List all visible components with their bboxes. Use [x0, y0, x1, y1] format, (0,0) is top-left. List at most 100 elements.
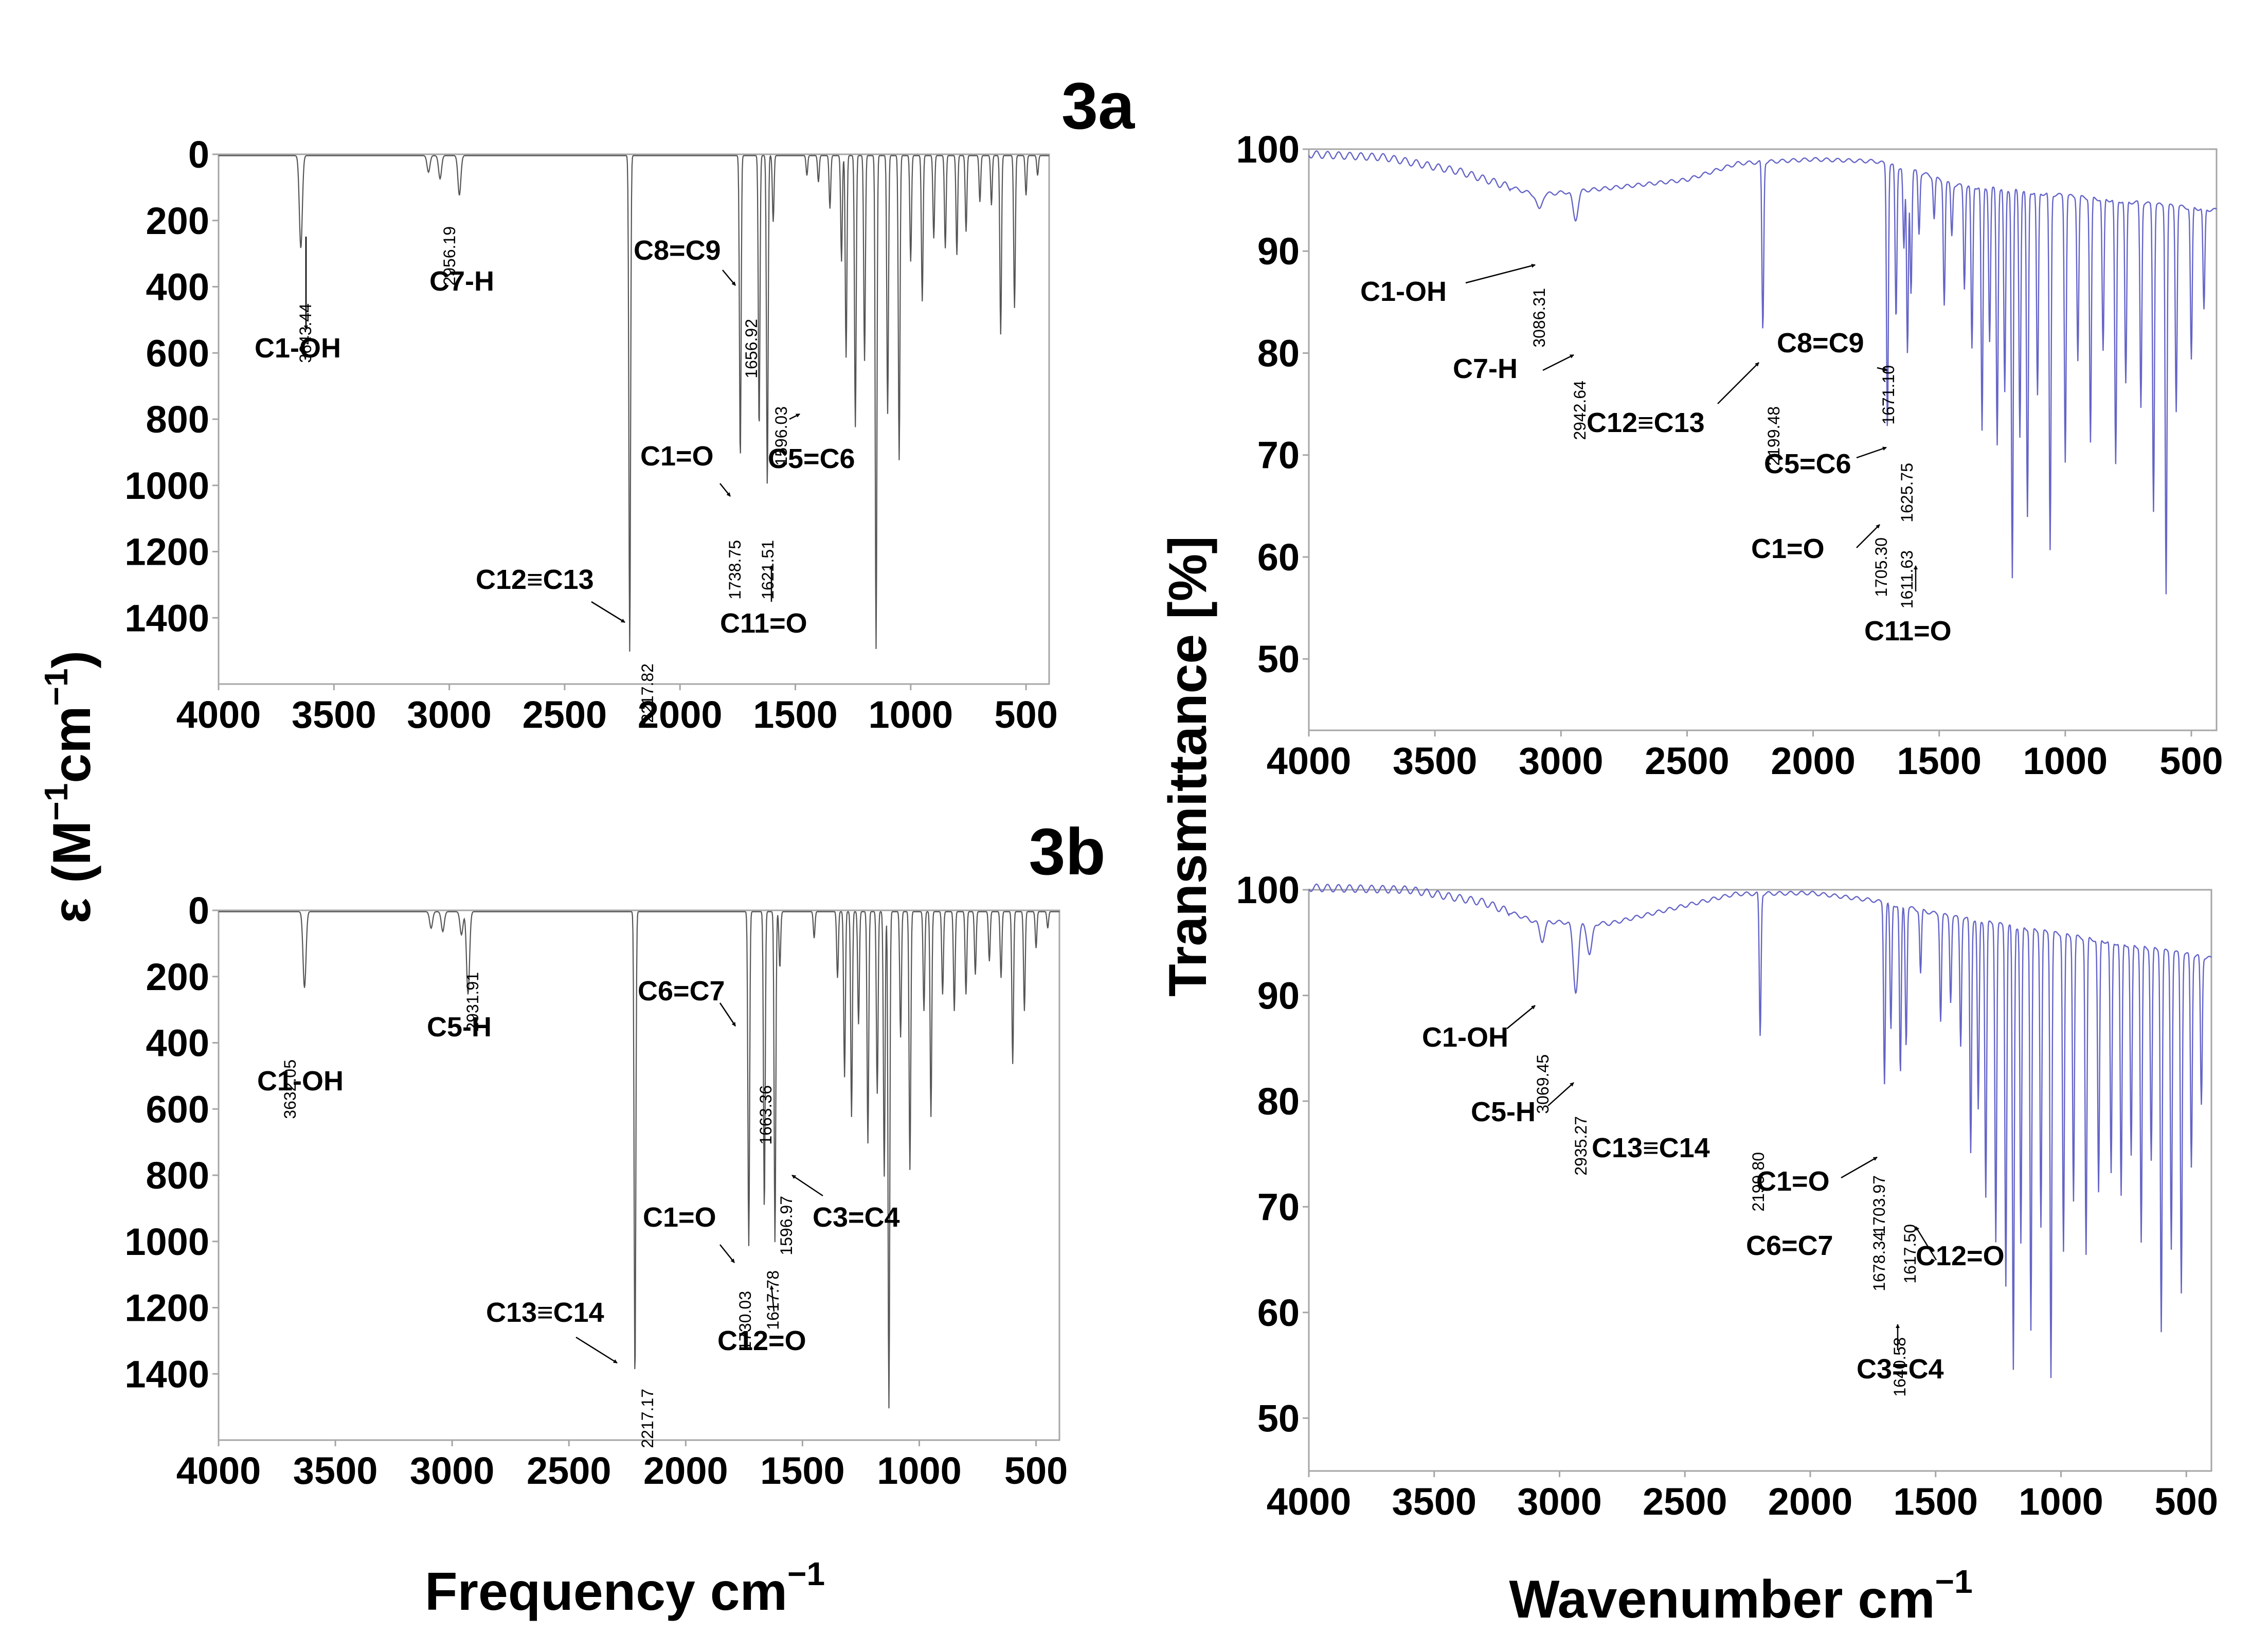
x-tick-label: 2500: [523, 693, 607, 736]
peak-wavenumber: 1625.75: [1898, 463, 1916, 523]
band-label: C8=C9: [634, 235, 721, 266]
peak-wavenumber: 1738.75: [726, 540, 744, 600]
left-y-axis-label: ε (M−1cm−1): [38, 651, 102, 923]
band-label: C13≡C14: [486, 1297, 604, 1328]
band-label: C1=O: [643, 1202, 716, 1233]
panel-title-3a-calc: 3a: [1061, 69, 1135, 143]
annotation-arrow: [1465, 263, 1536, 284]
y-tick-label: 1400: [124, 597, 209, 639]
spectrum-line: [1308, 883, 2212, 1378]
y-tick-label: 1200: [124, 531, 209, 573]
peak-wavenumber: 2217.82: [638, 663, 657, 723]
band-label: C1=O: [1751, 533, 1825, 564]
peak-wavenumber: 1611.63: [1898, 550, 1916, 608]
annotation-arrow: [722, 270, 736, 286]
x-tick-label: 3500: [1392, 1480, 1476, 1523]
band-label: C6=C7: [638, 976, 725, 1007]
y-tick-label: 100: [1236, 869, 1300, 911]
x-tick-label: 500: [2155, 1480, 2218, 1523]
band-label: C6=C7: [1746, 1230, 1833, 1261]
band-label: C3=C4: [813, 1202, 900, 1233]
right-x-axis-label: Wavenumber cm−1: [1509, 1563, 1972, 1629]
peak-wavenumber: 1678.34: [1870, 1232, 1888, 1291]
x-tick-label: 2500: [527, 1449, 611, 1492]
band-label: C7-H: [429, 266, 494, 297]
y-tick-label: 1000: [124, 464, 209, 507]
peak-wavenumber: 1596.03: [772, 406, 790, 466]
band-label: C5=C6: [1764, 448, 1851, 479]
y-tick-label: 1400: [124, 1353, 209, 1395]
x-tick-label: 1000: [2019, 1480, 2103, 1523]
x-tick-label: 4000: [176, 1449, 261, 1492]
x-tick-label: 3000: [1519, 740, 1604, 782]
right-y-axis-label: Transmittance [%]: [1158, 536, 1218, 997]
x-tick-label: 2000: [1771, 740, 1856, 782]
peak-wavenumber: 1730.03: [736, 1291, 754, 1351]
peak-wavenumber: 2931.91: [463, 972, 482, 1032]
x-tick-label: 2500: [1645, 740, 1730, 782]
band-label: C1-OH: [1422, 1022, 1508, 1053]
annotation-arrow: [719, 1002, 736, 1027]
x-tick-label: 500: [994, 693, 1057, 736]
annotation-arrow: [1542, 354, 1574, 371]
x-tick-label: 1500: [1893, 1480, 1978, 1523]
y-tick-label: 100: [1236, 128, 1300, 171]
band-label: C11=O: [720, 608, 807, 639]
peak-wavenumber: 2942.64: [1571, 381, 1589, 440]
x-tick-label: 3500: [1393, 740, 1478, 782]
y-tick-label: 1200: [124, 1287, 209, 1330]
plot-frame: [1308, 889, 2212, 1472]
y-tick-label: 60: [1257, 536, 1300, 579]
chart-3a-exp: 50 60 70 80 90 100 4000 3500 3000 2500 2000 1500 100…: [1236, 128, 2223, 782]
peak-wavenumber: 3069.45: [1534, 1054, 1552, 1114]
y-tick-label: 600: [146, 332, 209, 374]
annotation-arrow: [789, 413, 800, 420]
peak-wavenumber: 1663.36: [757, 1085, 775, 1145]
spectrum-line: [1308, 150, 2217, 595]
chart-3b-calc: 3b 0 200 400 600 800 1000 1200 1400 4000 3500 3000 2…: [124, 815, 1105, 1492]
y-tick-label: 50: [1257, 1397, 1300, 1440]
band-label: C11=O: [1864, 616, 1952, 647]
peak-wavenumber: 1705.30: [1872, 537, 1890, 597]
x-tick-label: 2000: [643, 1449, 728, 1492]
x-tick-label: 4000: [1267, 1480, 1352, 1523]
x-tick-label: 3500: [293, 1449, 378, 1492]
peak-wavenumber: 2199.80: [1749, 1152, 1768, 1212]
x-tick-label: 3000: [407, 693, 492, 736]
y-tick-label: 400: [146, 266, 209, 309]
peak-wavenumber: 2199.48: [1764, 406, 1783, 466]
band-label: C5-H: [427, 1012, 492, 1043]
y-tick-label: 800: [146, 398, 209, 441]
x-tick-label: 1000: [877, 1449, 962, 1492]
peak-wavenumber: 3086.31: [1530, 288, 1548, 348]
band-label: C8=C9: [1777, 328, 1864, 358]
x-tick-label: 4000: [176, 693, 261, 736]
band-label: C3=C4: [1857, 1354, 1944, 1385]
chart-3a-calc: 3a 0 200 400 600 800 1000 1200 1400 4000 3500 3000 2…: [124, 69, 1135, 736]
band-label: C1=O: [640, 441, 714, 472]
spectrum-line: [219, 911, 1059, 1409]
y-tick-label: 1000: [124, 1220, 209, 1263]
annotation-arrow: [791, 1174, 823, 1197]
y-tick-label: 50: [1257, 638, 1300, 680]
x-tick-label: 3500: [292, 693, 376, 736]
x-tick-label: 1500: [1897, 740, 1982, 782]
band-label: C12=O: [1916, 1241, 2005, 1271]
peak-wavenumber: 1703.97: [1870, 1175, 1888, 1235]
x-tick-label: 500: [1004, 1449, 1068, 1492]
y-tick-label: 80: [1257, 1080, 1300, 1123]
annotation-arrow: [1717, 362, 1759, 404]
band-label: C5-H: [1471, 1097, 1536, 1127]
x-tick-label: 2500: [1643, 1480, 1727, 1523]
annotation-arrow: [719, 483, 731, 497]
band-label: C12≡C13: [1587, 407, 1705, 438]
y-tick-label: 600: [146, 1088, 209, 1130]
plot-frame: [1308, 148, 2218, 731]
peak-wavenumber: 1671.10: [1879, 365, 1898, 425]
y-tick-label: 60: [1257, 1291, 1300, 1334]
band-label: C1-OH: [255, 333, 341, 364]
band-label: C1-OH: [257, 1066, 344, 1097]
peak-wavenumber: 1621.51: [759, 540, 777, 600]
y-tick-label: 0: [188, 889, 209, 932]
peak-wavenumber: 1640.58: [1890, 1337, 1909, 1397]
